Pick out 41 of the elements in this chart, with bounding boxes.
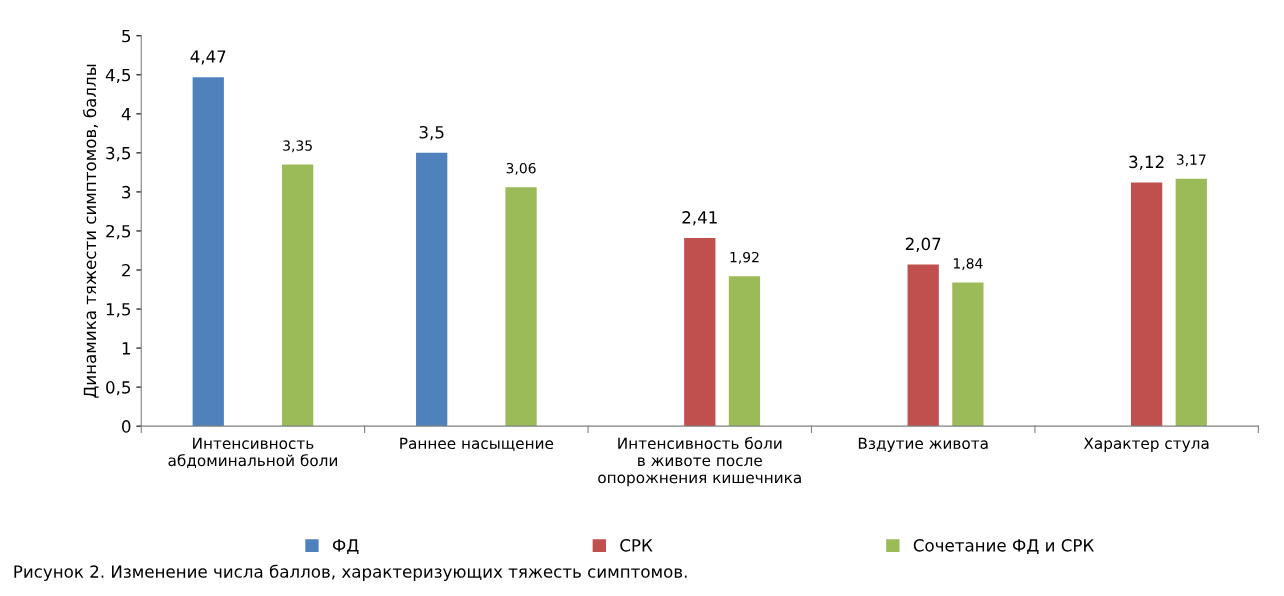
data-label: 2,07 (905, 237, 941, 252)
bar (281, 164, 314, 427)
text: Рисунок 2. Изменение числа баллов, характеризующих тяжесть симптомов. (14, 564, 687, 582)
legend-label: Сочетание ФД и СРК (913, 539, 1094, 555)
y-tick-label: 5 (122, 29, 131, 43)
y-tick-label: 4,5 (105, 68, 131, 84)
bar (952, 282, 984, 427)
y-tick-label: 0,5 (106, 381, 131, 396)
data-label: 1,92 (730, 251, 759, 264)
x-tick-label: Интенсивность боли в животе после опорожнения кишечника (598, 436, 801, 487)
bar (684, 237, 716, 427)
data-label: 3,06 (506, 162, 536, 175)
y-axis-title: Динамика тяжести симптомов, баллы (83, 64, 99, 398)
y-tick-label: 0 (122, 420, 131, 433)
legend-label: СРК (620, 539, 653, 552)
y-tick-label: 3,5 (106, 146, 131, 162)
data-label: 3,12 (1129, 155, 1164, 170)
data-label: 3,17 (1176, 154, 1206, 167)
y-tick-label: 4 (121, 108, 131, 121)
x-tick-label: Характер стула (1083, 437, 1209, 453)
y-tick-label: 1,5 (106, 303, 131, 318)
bar (505, 187, 537, 427)
bar (1130, 182, 1163, 427)
bar (416, 152, 448, 427)
legend-label: ФД (332, 539, 359, 555)
bar (192, 77, 224, 427)
bar (907, 264, 939, 427)
data-label: 4,47 (190, 50, 226, 65)
data-label: 2,41 (682, 211, 717, 226)
x-tick-label: Интенсивность абдоминальной боли (168, 437, 337, 469)
y-tick-label: 3 (122, 185, 131, 199)
y-tick-label: 2 (122, 263, 130, 277)
data-label: 1,84 (953, 258, 983, 271)
data-label: 3,5 (419, 125, 444, 141)
x-tick-label: Раннее насыщение (400, 437, 554, 451)
data-label: 3,35 (283, 140, 312, 153)
bar (1175, 178, 1207, 427)
y-tick-label: 2,5 (106, 224, 131, 240)
bar (728, 276, 761, 427)
x-tick-label: Вздутие живота (858, 437, 988, 453)
y-tick-label: 1 (122, 342, 130, 355)
